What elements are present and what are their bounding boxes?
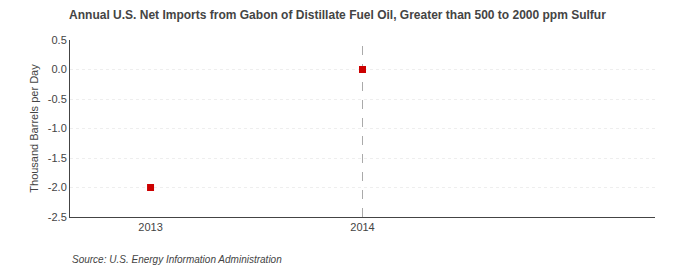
svg-text:0.5: 0.5 — [52, 34, 67, 46]
svg-text:-1.0: -1.0 — [48, 122, 67, 134]
svg-text:-2.0: -2.0 — [48, 181, 67, 193]
svg-text:-1.5: -1.5 — [48, 152, 67, 164]
svg-text:-2.5: -2.5 — [48, 211, 67, 223]
svg-text:2014: 2014 — [350, 221, 374, 233]
svg-text:-0.5: -0.5 — [48, 93, 67, 105]
svg-text:0.0: 0.0 — [52, 63, 67, 75]
svg-text:Annual U.S. Net Imports from G: Annual U.S. Net Imports from Gabon of Di… — [69, 8, 606, 22]
svg-text:Source: U.S. Energy Informatio: Source: U.S. Energy Information Administ… — [72, 254, 282, 265]
svg-text:2013: 2013 — [138, 221, 162, 233]
svg-text:Thousand Barrels per Day: Thousand Barrels per Day — [28, 64, 40, 193]
